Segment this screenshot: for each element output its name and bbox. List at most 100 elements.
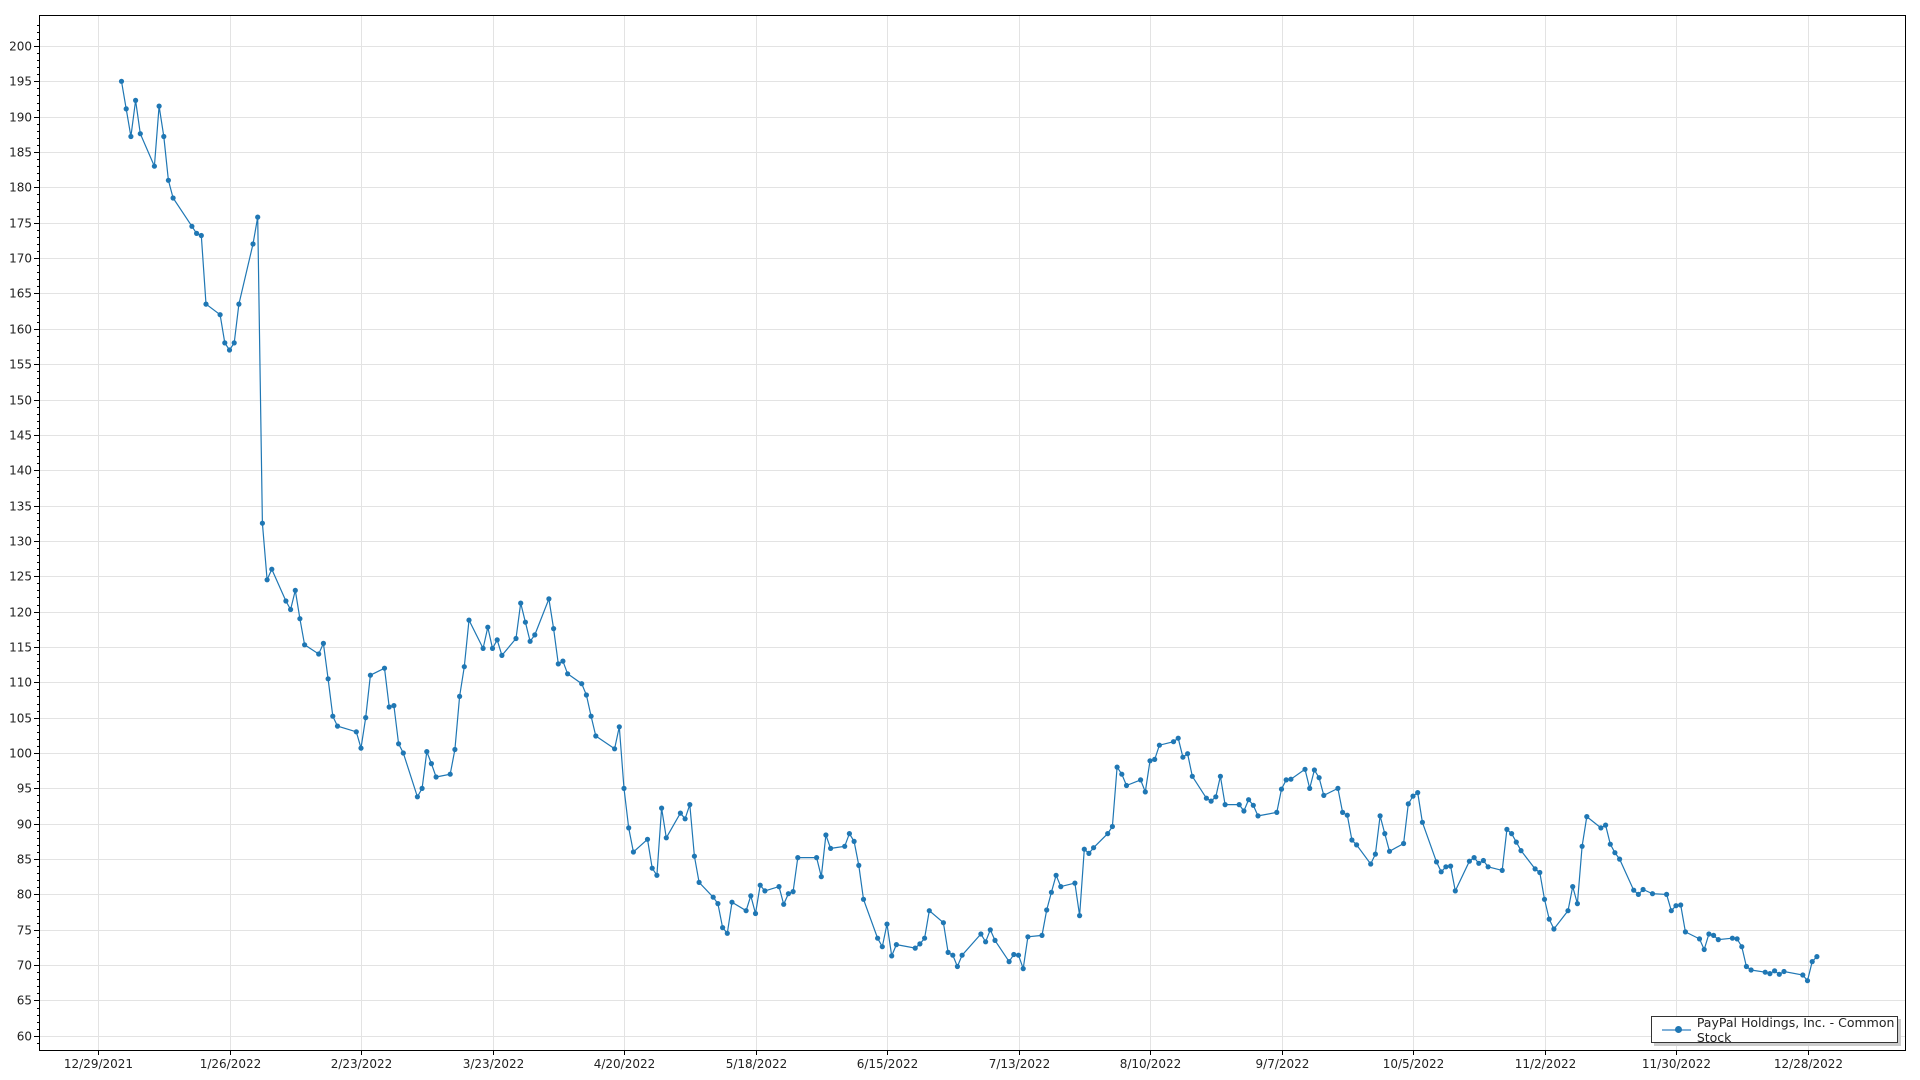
- y-tick-label: 115: [9, 641, 32, 655]
- plot-area-border: [39, 15, 1906, 1051]
- data-point: [1476, 860, 1482, 866]
- data-point: [1025, 934, 1031, 940]
- data-point: [452, 746, 458, 753]
- data-point: [522, 619, 529, 625]
- data-point: [1175, 735, 1181, 741]
- y-tick-label: 105: [9, 712, 32, 726]
- data-point: [1142, 789, 1148, 795]
- data-point: [161, 133, 167, 140]
- data-point: [551, 626, 557, 632]
- data-point: [1109, 823, 1115, 830]
- data-point: [1804, 978, 1811, 984]
- data-point: [236, 301, 242, 307]
- data-point: [325, 676, 331, 682]
- data-point: [433, 774, 439, 780]
- data-point: [922, 935, 928, 941]
- gridlines: [40, 16, 1905, 1050]
- data-point: [250, 241, 256, 247]
- data-point: [1772, 968, 1778, 974]
- data-point: [1603, 822, 1609, 828]
- data-point: [283, 598, 289, 604]
- data-point: [1452, 888, 1458, 894]
- data-point: [1466, 858, 1472, 864]
- x-tick-label: 8/10/2022: [1120, 1057, 1182, 1071]
- data-point: [1236, 802, 1242, 808]
- data-point: [320, 640, 326, 647]
- data-point: [781, 901, 787, 907]
- data-point: [255, 214, 261, 220]
- data-point: [724, 930, 730, 936]
- data-point: [330, 713, 336, 719]
- data-point: [419, 785, 425, 792]
- data-point: [367, 672, 373, 678]
- data-point: [560, 658, 566, 664]
- legend-line-marker-icon: [1662, 1024, 1691, 1036]
- data-point: [518, 600, 524, 606]
- data-point: [128, 133, 134, 140]
- x-tick-label: 5/18/2022: [726, 1057, 788, 1071]
- data-point: [1776, 971, 1782, 977]
- data-point: [828, 845, 834, 852]
- data-point: [1734, 936, 1740, 942]
- data-point: [1222, 802, 1228, 808]
- data-point: [696, 879, 702, 886]
- data-point: [1077, 913, 1083, 919]
- data-point: [203, 301, 209, 307]
- y-tick-label: 160: [9, 323, 32, 337]
- data-point: [231, 340, 237, 346]
- data-point: [954, 963, 961, 970]
- data-point: [396, 741, 402, 747]
- data-point: [123, 106, 129, 112]
- data-point: [823, 832, 829, 838]
- data-point: [288, 606, 294, 613]
- data-point: [1340, 809, 1346, 816]
- data-point: [856, 862, 862, 869]
- data-point: [386, 704, 392, 710]
- data-point: [485, 624, 491, 630]
- y-tick-label: 130: [9, 535, 32, 549]
- data-point: [851, 838, 857, 845]
- data-point: [489, 645, 496, 652]
- data-point: [644, 836, 651, 842]
- data-point: [466, 617, 472, 623]
- data-point: [391, 703, 397, 709]
- data-point: [1086, 850, 1092, 857]
- data-point: [1405, 801, 1411, 807]
- data-point: [1584, 814, 1590, 820]
- data-point: [381, 665, 388, 671]
- data-point: [1307, 785, 1313, 792]
- data-point: [1767, 971, 1773, 977]
- data-point: [1537, 869, 1543, 876]
- x-axis: 12/29/2021 1/26/2022 2/23/2022 3/23/2022 4/2…: [64, 1050, 1843, 1071]
- data-point: [748, 893, 754, 899]
- data-point: [1546, 916, 1552, 922]
- y-tick-label: 75: [17, 924, 32, 938]
- data-point: [879, 944, 885, 950]
- data-point: [1283, 777, 1289, 783]
- data-point: [687, 802, 693, 808]
- data-point: [1335, 785, 1341, 792]
- data-point: [1255, 813, 1261, 819]
- data-point: [461, 664, 467, 670]
- data-point: [893, 942, 900, 948]
- data-point: [1809, 959, 1815, 965]
- y-tick-label: 170: [9, 252, 32, 266]
- data-point: [137, 131, 143, 137]
- y-tick-label: 145: [9, 429, 32, 443]
- data-point: [1678, 902, 1684, 908]
- data-point: [1701, 946, 1707, 953]
- data-point: [400, 750, 406, 756]
- data-point: [133, 97, 139, 103]
- data-point: [659, 805, 665, 811]
- data-point: [983, 939, 989, 945]
- data-point: [1419, 819, 1425, 825]
- data-point: [612, 746, 618, 752]
- y-tick-label: 185: [9, 146, 32, 160]
- data-point: [752, 910, 759, 917]
- data-point: [757, 882, 763, 888]
- data-point: [414, 794, 420, 800]
- data-point: [917, 941, 923, 947]
- data-point: [1217, 773, 1223, 779]
- data-point: [1480, 857, 1486, 864]
- data-point: [1565, 908, 1571, 914]
